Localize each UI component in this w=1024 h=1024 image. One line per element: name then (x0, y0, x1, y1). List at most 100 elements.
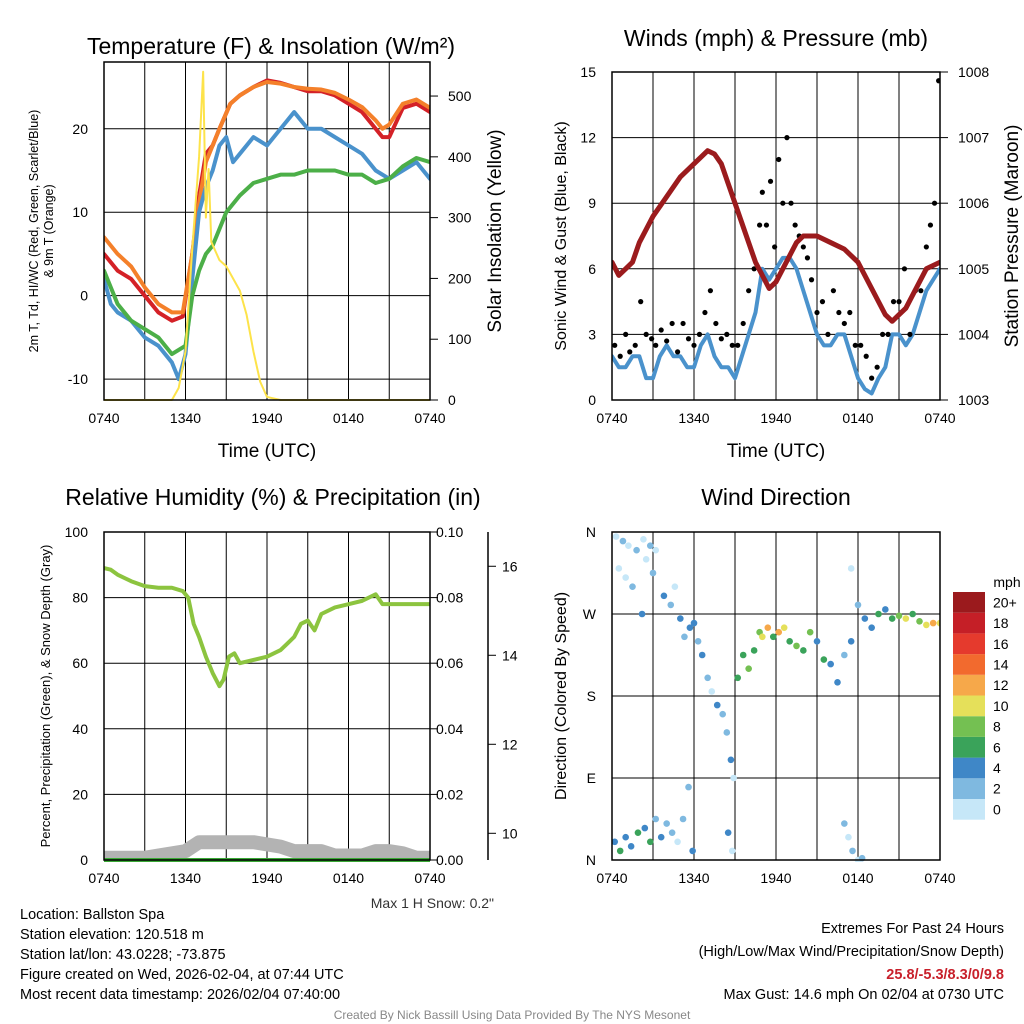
wind-direction-point (728, 847, 736, 855)
gust-point (649, 336, 655, 342)
y-tick-label: 15 (580, 64, 596, 80)
x-tick-label: 0740 (88, 870, 119, 886)
recent-data-text: Most recent data timestamp: 2026/02/04 0… (20, 987, 341, 1003)
series-group (612, 533, 940, 862)
gust-point (804, 255, 811, 261)
wind-direction-point (627, 843, 635, 850)
gust-point (763, 222, 770, 228)
max-snow-text: Max 1 H Snow: 0.2" (370, 895, 494, 911)
gust-point (632, 342, 638, 348)
colorbar-swatch (953, 757, 985, 779)
series-relative-humidity (104, 566, 430, 689)
wind-direction-point (882, 606, 889, 613)
colorbar-tick-label: 14 (993, 656, 1009, 672)
latlon-text: Station lat/lon: 43.0228; -73.875 (20, 947, 226, 963)
y2-tick-label: 500 (448, 88, 472, 104)
wind-direction-point (875, 610, 882, 618)
x-tick-label: 1940 (760, 410, 791, 426)
gust-point (623, 331, 629, 337)
colorbar-swatch (953, 633, 985, 655)
gust-point (819, 299, 826, 305)
wind-direction-point (847, 565, 855, 572)
wind-direction-point (806, 628, 814, 636)
wind-direction-point (902, 615, 910, 622)
plot-frame (611, 71, 941, 401)
y-axis-label: 2m T, Td, HI/WC (Red, Green, Scarlet/Blu… (27, 110, 41, 353)
colorbar-tick-label: 20+ (993, 594, 1017, 610)
colorbar-tick-label: 4 (993, 760, 1001, 776)
y2-tick-label: 1005 (958, 261, 989, 277)
gust-point (869, 375, 875, 381)
x-tick-label: 0140 (333, 410, 364, 426)
y-tick-label: E (587, 770, 596, 786)
station-info: Location: Ballston Spa Station elevation… (20, 905, 344, 1005)
gust-point (638, 299, 644, 305)
humidity-panel: Relative Humidity (%) & Precipitation (i… (38, 484, 518, 886)
series-9m-t (104, 80, 430, 315)
wind-direction-point (646, 542, 654, 549)
y-tick-label: 80 (72, 590, 88, 606)
wind-direction-point (780, 624, 788, 631)
gust-point (874, 364, 880, 370)
wind-direction-point (681, 633, 688, 641)
colorbar-swatch (953, 716, 985, 737)
x-tick-label: 0740 (596, 870, 627, 886)
gust-point (931, 200, 938, 206)
wind-direction-point (685, 783, 692, 791)
wind-direction-point (671, 583, 679, 590)
gust-point (890, 299, 897, 305)
series-group (104, 70, 430, 401)
wind-direction-point (704, 674, 711, 682)
gust-point (863, 353, 869, 359)
wind-direction-point (769, 633, 777, 641)
wind-direction-point (619, 537, 627, 545)
wind-direction-point (786, 638, 793, 645)
colorbar-tick-label: 16 (993, 636, 1009, 652)
wind-direction-point (800, 647, 807, 654)
gust-point (788, 200, 794, 206)
chart-title: Temperature (F) & Insolation (W/m²) (87, 33, 455, 59)
chart-title: Winds (mph) & Pressure (mb) (624, 25, 928, 51)
gust-point (713, 320, 719, 327)
colorbar-swatch (953, 736, 985, 758)
colorbar-tick-label: 10 (993, 698, 1009, 714)
x-tick-label: 1340 (170, 410, 201, 426)
gust-point (691, 342, 697, 348)
gust-point (612, 342, 618, 348)
gust-point (847, 309, 853, 316)
x-tick-label: 1340 (678, 870, 709, 886)
gust-point (735, 342, 741, 348)
x-tick-label: 1340 (170, 870, 201, 886)
gust-point (896, 299, 902, 305)
gust-point (729, 342, 735, 348)
wind-direction-point (719, 710, 726, 718)
wind-direction-point (793, 642, 800, 650)
y-tick-label: 60 (72, 655, 88, 671)
gust-point (664, 338, 670, 344)
wind-direction-point (861, 615, 869, 622)
gust-point (918, 288, 924, 294)
series-station-pressure (612, 148, 940, 324)
y-tick-label: 20 (72, 786, 88, 802)
gust-point (808, 277, 815, 283)
wind-direction-point (668, 829, 676, 836)
y-tick-label: 3 (588, 326, 596, 342)
colorbar-swatch (953, 695, 985, 717)
extremes-subtitle: (High/Low/Max Wind/Precipitation/Snow De… (698, 944, 1004, 960)
wind-direction-point (739, 651, 747, 659)
y3-tick-label: 10 (502, 825, 518, 841)
elevation-text: Station elevation: 120.518 m (20, 927, 204, 943)
wind-direction-point (847, 638, 855, 645)
series-snow-depth (104, 835, 430, 862)
gust-point (907, 331, 913, 337)
plot-frame (103, 61, 431, 401)
wind-direction-point (895, 612, 903, 620)
max-gust-text: Max Gust: 14.6 mph On 02/04 at 0730 UTC (723, 987, 1004, 1003)
wind-direction-point (730, 774, 737, 782)
y3-tick-label: 14 (502, 647, 518, 663)
gust-point (707, 288, 714, 294)
wind-direction-point (652, 815, 660, 823)
wind-direction-point (849, 847, 856, 855)
gust-point (841, 320, 847, 327)
wind-direction-point (663, 820, 670, 827)
